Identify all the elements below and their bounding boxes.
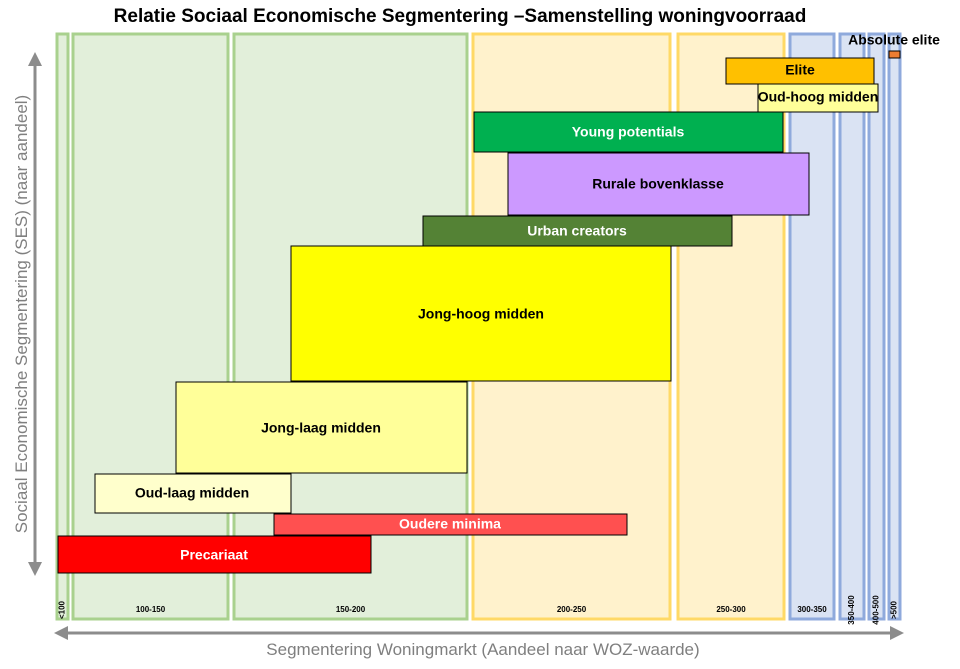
segment-label-jong-laag-midden: Jong-laag midden <box>261 420 381 436</box>
x-axis-arrow-left <box>54 626 68 640</box>
x-tick-label: >500 <box>890 600 899 619</box>
segment-absolute-elite <box>888 50 901 59</box>
segment-jong-hoog-midden <box>290 245 672 382</box>
y-axis-label: Sociaal Economische Segmentering (SES) (… <box>12 94 31 534</box>
segment-jong-laag-midden <box>175 381 468 474</box>
x-axis-label: Segmentering Woningmarkt (Aandeel naar W… <box>266 640 700 659</box>
x-band-2 <box>71 32 230 621</box>
x-tick-label: 400-500 <box>872 595 881 625</box>
segment-rurale-bovenklasse <box>507 152 810 216</box>
x-band-6 <box>788 32 836 621</box>
x-tick-label: <100 <box>58 600 67 619</box>
segment-label-jong-hoog-midden: Jong-hoog midden <box>418 306 544 322</box>
x-band-7 <box>838 32 866 621</box>
segment-oudere-minima <box>273 513 628 536</box>
x-band-1 <box>55 32 70 621</box>
segment-oud-hoog-midden <box>757 83 879 113</box>
segment-young-potentials <box>473 111 784 153</box>
y-axis-arrow-up <box>28 52 42 66</box>
x-tick-label: 350-400 <box>847 595 856 625</box>
x-tick-label: 250-300 <box>716 605 746 614</box>
segment-urban-creators <box>422 215 733 247</box>
segment-precariaat <box>57 535 372 574</box>
segment-label-urban-creators: Urban creators <box>527 223 627 239</box>
x-tick-label: 300-350 <box>797 605 827 614</box>
segment-label-young-potentials: Young potentials <box>572 124 685 140</box>
segment-oud-laag-midden <box>94 473 292 514</box>
y-axis-arrow-down <box>28 562 42 576</box>
segment-label-precariaat: Precariaat <box>180 547 248 563</box>
x-tick-label: 200-250 <box>557 605 587 614</box>
x-band-8 <box>867 32 886 621</box>
segment-label-oud-laag-midden: Oud-laag midden <box>135 485 249 501</box>
segment-label-rurale-bovenklasse: Rurale bovenklasse <box>592 176 724 192</box>
x-axis-arrow-right <box>890 626 904 640</box>
x-tick-label: 150-200 <box>336 605 366 614</box>
segment-label-elite: Elite <box>785 62 815 78</box>
segment-label-oud-hoog-midden: Oud-hoog midden <box>758 89 879 105</box>
chart-title: Relatie Sociaal Economische Segmentering… <box>113 6 807 27</box>
x-band-9 <box>887 32 902 621</box>
segment-label-absolute-elite: Absolute elite <box>848 32 940 48</box>
segment-label-oudere-minima: Oudere minima <box>399 516 501 532</box>
x-tick-label: 100-150 <box>136 605 166 614</box>
